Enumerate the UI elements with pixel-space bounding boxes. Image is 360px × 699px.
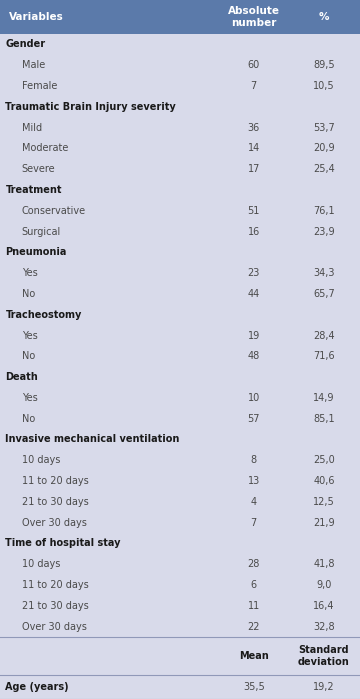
Text: 89,5: 89,5: [313, 60, 335, 70]
Text: 7: 7: [251, 518, 257, 528]
Text: 19,2: 19,2: [313, 682, 335, 692]
Text: No: No: [22, 289, 35, 299]
Text: Severe: Severe: [22, 164, 55, 174]
Text: 13: 13: [248, 476, 260, 486]
Text: 28: 28: [248, 559, 260, 569]
Text: 11 to 20 days: 11 to 20 days: [22, 476, 88, 486]
Text: Over 30 days: Over 30 days: [22, 621, 86, 632]
Text: 60: 60: [248, 60, 260, 70]
Text: 10,5: 10,5: [313, 81, 335, 91]
Text: Pneumonia: Pneumonia: [5, 247, 67, 257]
Text: Yes: Yes: [22, 331, 37, 340]
Text: Surgical: Surgical: [22, 226, 61, 236]
Text: 71,6: 71,6: [313, 352, 335, 361]
Text: Invasive mechanical ventilation: Invasive mechanical ventilation: [5, 435, 180, 445]
Text: 25,4: 25,4: [313, 164, 335, 174]
Text: 76,1: 76,1: [313, 206, 335, 216]
Text: 8: 8: [251, 455, 257, 466]
Text: Mean: Mean: [239, 651, 269, 661]
Text: 21 to 30 days: 21 to 30 days: [22, 601, 88, 611]
Text: No: No: [22, 414, 35, 424]
Text: 14: 14: [248, 143, 260, 153]
Text: Moderate: Moderate: [22, 143, 68, 153]
Text: 44: 44: [248, 289, 260, 299]
Text: Traumatic Brain Injury severity: Traumatic Brain Injury severity: [5, 102, 176, 112]
Text: 11 to 20 days: 11 to 20 days: [22, 580, 88, 590]
Text: 10 days: 10 days: [22, 455, 60, 466]
Text: Variables: Variables: [9, 12, 64, 22]
Text: 32,8: 32,8: [313, 621, 335, 632]
Text: No: No: [22, 352, 35, 361]
Text: 12,5: 12,5: [313, 497, 335, 507]
Text: 9,0: 9,0: [316, 580, 332, 590]
Text: Tracheostomy: Tracheostomy: [5, 310, 82, 319]
Text: 11: 11: [248, 601, 260, 611]
Text: Age (years): Age (years): [5, 682, 69, 692]
Text: Gender: Gender: [5, 39, 45, 50]
Text: 22: 22: [248, 621, 260, 632]
Text: 40,6: 40,6: [313, 476, 335, 486]
Bar: [0, 0, 360, 34]
Text: Mild: Mild: [22, 122, 42, 133]
Text: Absolute
number: Absolute number: [228, 6, 280, 28]
Text: 57: 57: [248, 414, 260, 424]
Text: Death: Death: [5, 372, 38, 382]
Text: 21 to 30 days: 21 to 30 days: [22, 497, 88, 507]
Text: 20,9: 20,9: [313, 143, 335, 153]
Text: 4: 4: [251, 497, 257, 507]
Text: Male: Male: [22, 60, 45, 70]
Text: 14,9: 14,9: [313, 393, 335, 403]
Text: Conservative: Conservative: [22, 206, 86, 216]
Text: 53,7: 53,7: [313, 122, 335, 133]
Text: Over 30 days: Over 30 days: [22, 518, 86, 528]
Text: Standard
deviation: Standard deviation: [298, 645, 350, 667]
Text: 19: 19: [248, 331, 260, 340]
Text: 34,3: 34,3: [313, 268, 335, 278]
Text: 10 days: 10 days: [22, 559, 60, 569]
Text: 85,1: 85,1: [313, 414, 335, 424]
Text: Yes: Yes: [22, 268, 37, 278]
Text: Female: Female: [22, 81, 57, 91]
Text: 41,8: 41,8: [313, 559, 335, 569]
Text: 36: 36: [248, 122, 260, 133]
Text: 16: 16: [248, 226, 260, 236]
Text: 7: 7: [251, 81, 257, 91]
Text: 48: 48: [248, 352, 260, 361]
Text: %: %: [319, 12, 329, 22]
Text: Yes: Yes: [22, 393, 37, 403]
Text: 51: 51: [248, 206, 260, 216]
Text: 17: 17: [248, 164, 260, 174]
Text: 23: 23: [248, 268, 260, 278]
Text: 28,4: 28,4: [313, 331, 335, 340]
Text: 25,0: 25,0: [313, 455, 335, 466]
Text: 6: 6: [251, 580, 257, 590]
Text: 65,7: 65,7: [313, 289, 335, 299]
Text: 16,4: 16,4: [313, 601, 335, 611]
Text: Time of hospital stay: Time of hospital stay: [5, 538, 121, 549]
Text: 21,9: 21,9: [313, 518, 335, 528]
Text: Treatment: Treatment: [5, 185, 62, 195]
Text: 35,5: 35,5: [243, 682, 265, 692]
Text: 23,9: 23,9: [313, 226, 335, 236]
Text: 10: 10: [248, 393, 260, 403]
